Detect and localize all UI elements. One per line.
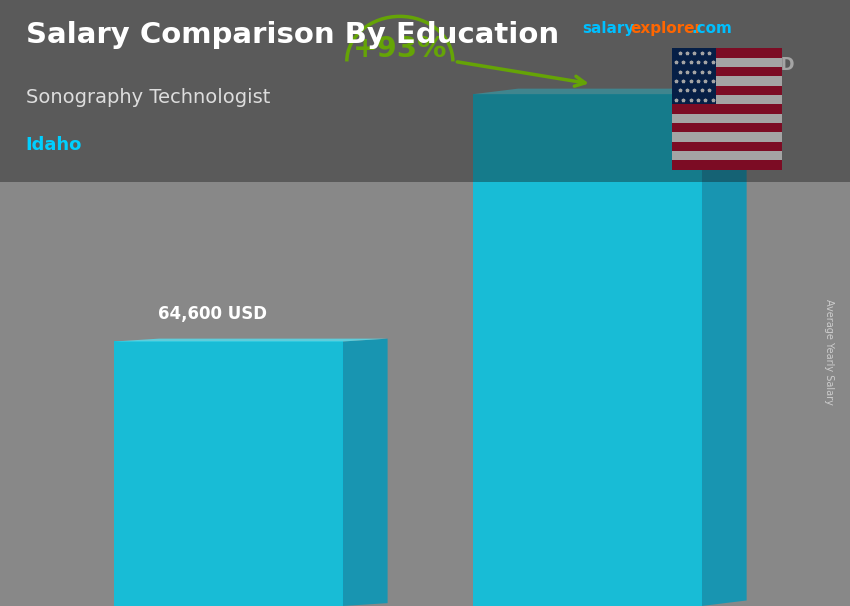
Bar	[672, 132, 782, 142]
Bar	[672, 114, 782, 123]
Text: 64,600 USD: 64,600 USD	[157, 305, 267, 323]
Text: Idaho: Idaho	[26, 136, 82, 155]
Text: explorer: explorer	[631, 21, 703, 36]
Bar	[672, 58, 782, 67]
Bar	[672, 76, 782, 86]
Bar	[672, 67, 782, 76]
Bar	[672, 161, 782, 170]
Polygon shape	[473, 94, 702, 606]
Text: Sonography Technologist: Sonography Technologist	[26, 88, 269, 107]
Text: 125,000 USD: 125,000 USD	[674, 56, 795, 74]
Text: salary: salary	[582, 21, 635, 36]
Polygon shape	[702, 88, 746, 606]
Text: .com: .com	[691, 21, 732, 36]
Bar	[672, 151, 782, 161]
Bar	[672, 104, 782, 114]
Polygon shape	[114, 342, 343, 606]
Text: +93%: +93%	[353, 35, 447, 63]
Polygon shape	[473, 88, 746, 94]
Bar	[672, 142, 782, 151]
Text: Salary Comparison By Education: Salary Comparison By Education	[26, 21, 558, 49]
Bar	[672, 48, 782, 58]
Polygon shape	[343, 339, 388, 606]
Bar	[672, 95, 782, 104]
Bar	[672, 86, 782, 95]
Text: Average Yearly Salary: Average Yearly Salary	[824, 299, 834, 404]
Polygon shape	[114, 339, 388, 342]
Bar	[672, 123, 782, 132]
Bar	[672, 48, 716, 104]
